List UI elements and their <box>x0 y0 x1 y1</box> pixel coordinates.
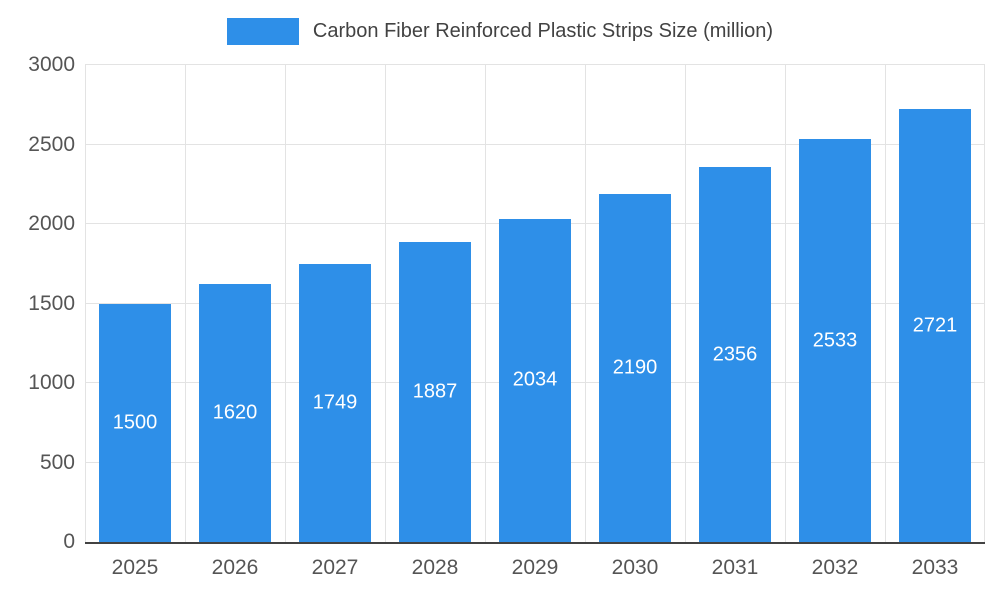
gridline-vertical <box>85 65 86 542</box>
bar-value-label: 2721 <box>912 314 958 337</box>
gridline-vertical <box>884 65 886 542</box>
x-tick-label: 2025 <box>111 556 159 579</box>
y-tick-label: 2500 <box>28 132 75 156</box>
bar-2030: 2190 <box>599 193 671 542</box>
bar-2025: 1500 <box>99 303 171 542</box>
bar-2028: 1887 <box>398 241 471 542</box>
bar-slot: 2034 <box>485 65 585 542</box>
bar-value-label: 2034 <box>512 368 558 391</box>
bar-2026: 1620 <box>199 284 271 542</box>
bar-value-label: 1500 <box>112 411 158 434</box>
x-tick-label: 2033 <box>911 556 959 579</box>
x-tick-label: 2032 <box>811 556 859 579</box>
legend-swatch <box>226 18 299 45</box>
bar-slot: 1749 <box>285 65 385 542</box>
x-tick-label: 2026 <box>211 556 259 579</box>
bar-slot: 1500 <box>85 65 185 542</box>
gridline-vertical <box>984 65 985 542</box>
x-tick-label: 2031 <box>711 556 759 579</box>
gridline-vertical <box>384 65 386 542</box>
gridline-vertical <box>585 65 586 542</box>
y-tick-label: 1500 <box>28 291 75 315</box>
bar-slot: 1620 <box>185 65 285 542</box>
bar-slot: 2533 <box>785 65 885 542</box>
bar-value-label: 1887 <box>412 380 458 403</box>
bar-slot: 2721 <box>885 65 985 542</box>
bar-value-label: 2533 <box>812 329 858 352</box>
x-tick-label: 2029 <box>511 556 559 579</box>
chart-title: Carbon Fiber Reinforced Plastic Strips S… <box>312 20 774 42</box>
bar-2029: 2034 <box>499 218 571 542</box>
gridline-vertical <box>785 65 786 542</box>
bar-slot: 1887 <box>385 65 485 542</box>
bar-value-label: 2190 <box>612 356 658 379</box>
gridline-vertical <box>684 65 686 542</box>
bar-2032: 2533 <box>799 139 871 542</box>
gridline-vertical <box>184 65 186 542</box>
x-tick-label: 2028 <box>411 556 459 579</box>
gridline-vertical <box>484 65 486 542</box>
bar-value-label: 1620 <box>212 401 258 424</box>
bar-2033: 2721 <box>899 109 971 542</box>
x-tick-label: 2030 <box>611 556 659 579</box>
bar-value-label: 1749 <box>312 391 358 414</box>
y-tick-label: 500 <box>39 450 75 474</box>
y-tick-label: 3000 <box>28 53 75 76</box>
bar-value-label: 2356 <box>712 343 758 366</box>
bar-2031: 2356 <box>698 167 771 542</box>
plot-area: 1500 1620 1749 1887 2034 2190 2356 2533 2721 <box>85 64 985 544</box>
gridline-vertical <box>284 65 286 542</box>
y-tick-label: 2000 <box>28 212 75 235</box>
bar-slot: 2190 <box>585 65 685 542</box>
x-tick-label: 2027 <box>311 556 359 579</box>
bar-slot: 2356 <box>685 65 785 542</box>
y-tick-label: 0 <box>63 530 75 553</box>
gridline-horizontal <box>85 143 985 145</box>
gridline-horizontal <box>85 64 985 65</box>
chart-legend: Carbon Fiber Reinforced Plastic Strips S… <box>0 18 1000 45</box>
y-tick-label: 1000 <box>28 371 75 394</box>
bar-2027: 1749 <box>299 263 371 542</box>
